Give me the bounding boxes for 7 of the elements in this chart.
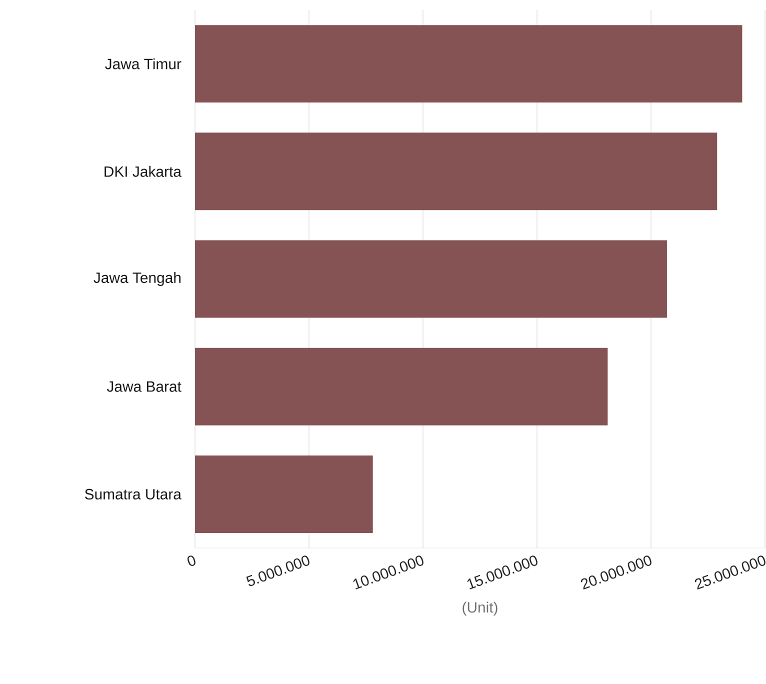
x-axis-title: (Unit) — [462, 602, 498, 616]
y-tick-label: Jawa Tengah — [94, 272, 181, 286]
y-tick-label: Jawa Barat — [106, 381, 182, 392]
y-tick-label: Jawa Timur — [105, 58, 182, 70]
y-tick-label: DKI Jakarta — [104, 166, 182, 177]
x-tick-label: 0 — [187, 556, 196, 566]
y-tick-label: Sumatra Utara — [84, 488, 182, 500]
